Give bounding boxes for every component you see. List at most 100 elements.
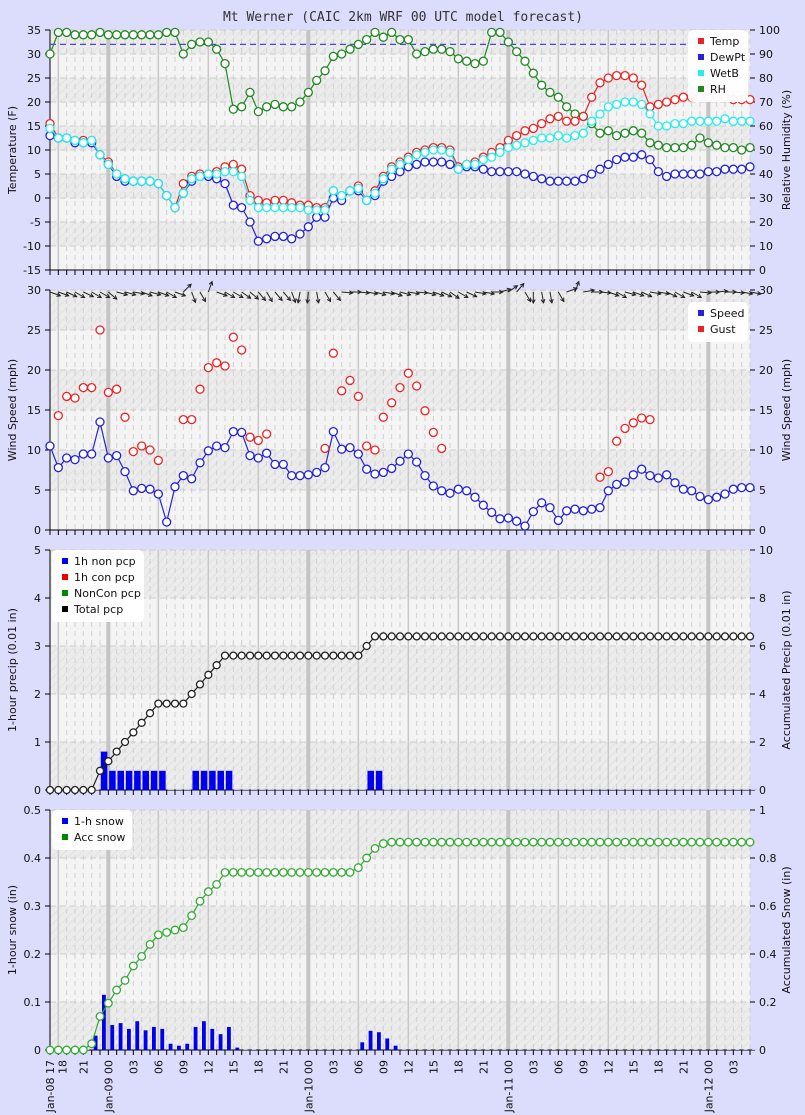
wind-arrow-icon (608, 291, 619, 297)
wind-arrow-icon (174, 291, 186, 297)
marker-temp (595, 78, 605, 88)
marker-acc-snow (578, 837, 588, 847)
marker-speed (662, 470, 672, 480)
band (50, 222, 750, 246)
marker-acc-snow (453, 837, 463, 847)
marker-speed (487, 507, 497, 518)
marker-rh (378, 32, 388, 42)
legend-label: NonCon pcp (74, 587, 141, 600)
y-axis-label-right: Wind Speed (mph) (780, 359, 793, 461)
marker-temp (178, 178, 188, 189)
marker-total-pcp (212, 661, 221, 670)
precip-bar (525, 789, 533, 790)
wind-arrow-icon (683, 291, 694, 297)
marker-dewpt (553, 176, 563, 186)
y-tick-label: 20 (27, 364, 41, 377)
marker-gust (620, 423, 630, 434)
marker-speed (103, 453, 113, 463)
wind-arrowhead-icon (614, 292, 620, 297)
precip-bar (650, 789, 658, 790)
marker-speed (678, 484, 688, 494)
marker-wetb (437, 145, 447, 155)
marker-wetb (287, 202, 297, 213)
marker-dewpt (728, 164, 738, 174)
marker-dewpt (620, 152, 630, 162)
marker-speed (87, 449, 97, 459)
marker-speed (603, 486, 613, 496)
marker-dewpt (712, 166, 722, 177)
marker-gust (112, 384, 122, 394)
y-tick-label-right: 100 (759, 24, 780, 37)
marker-acc-snow (512, 837, 522, 847)
y-tick-label-right: 50 (759, 144, 773, 157)
marker-acc-snow (387, 837, 397, 847)
precip-bar (142, 770, 149, 790)
wind-arrowhead-icon (222, 292, 228, 297)
marker-rh (370, 27, 380, 38)
marker-total-pcp (445, 632, 455, 641)
legend-label: Speed (710, 307, 744, 320)
precip-bar (300, 789, 308, 790)
snow-bar (402, 1049, 406, 1050)
snow-bar (435, 1049, 440, 1050)
snow-bar (235, 1047, 240, 1050)
legend-swatch (62, 834, 68, 840)
marker-speed (53, 462, 63, 473)
marker-wetb (262, 202, 272, 213)
legend-swatch (698, 326, 704, 332)
y-tick-label-right: 40 (759, 168, 773, 181)
marker-temp (578, 111, 588, 122)
marker-rh (312, 75, 322, 86)
marker-speed (645, 470, 655, 481)
snow-bar (502, 1049, 506, 1050)
marker-total-pcp (487, 632, 496, 641)
wind-arrow-icon (282, 291, 291, 301)
legend-label: DewPt (710, 51, 746, 64)
precip-bar (400, 789, 408, 790)
marker-acc-snow (362, 853, 372, 863)
marker-acc-snow (595, 837, 605, 847)
wind-arrowhead-icon (672, 293, 678, 298)
marker-speed (353, 449, 363, 459)
snow-bar (660, 1049, 665, 1050)
marker-wetb (295, 202, 305, 213)
wind-arrow-icon (83, 291, 94, 298)
wind-arrow-icon (383, 291, 395, 295)
marker-total-pcp (745, 632, 755, 641)
precip-bar (359, 789, 366, 790)
marker-rh (253, 106, 263, 117)
marker-gust (637, 413, 647, 423)
marker-wetb (228, 166, 238, 177)
marker-speed (503, 513, 513, 523)
precip-bar (617, 789, 624, 790)
wind-arrowhead-icon (540, 298, 546, 304)
marker-rh (720, 142, 730, 153)
marker-dewpt (545, 176, 555, 186)
legend-label: Temp (709, 35, 739, 48)
marker-total-pcp (637, 632, 646, 641)
snow-bar (127, 1028, 131, 1050)
marker-dewpt (503, 166, 513, 177)
marker-acc-snow (278, 867, 288, 877)
legend (688, 30, 748, 102)
marker-total-pcp (404, 632, 413, 641)
y-tick-label-right: 0 (759, 524, 766, 537)
marker-speed (528, 506, 538, 517)
y-tick-label: 30 (27, 48, 41, 61)
y-tick-label: -5 (30, 216, 41, 229)
marker-acc-snow (178, 923, 188, 933)
precip-bar (592, 789, 599, 790)
precip-bar (750, 789, 758, 790)
precip-bar (667, 789, 674, 790)
wind-arrowhead-icon (208, 280, 214, 286)
marker-total-pcp (704, 632, 713, 641)
marker-acc-snow (237, 867, 247, 877)
precip-bar (559, 789, 566, 790)
marker-wetb (370, 188, 380, 198)
marker-gust (320, 443, 330, 454)
precip-bar (425, 789, 433, 790)
marker-speed (520, 521, 530, 531)
marker-total-pcp (429, 632, 438, 641)
marker-wetb (428, 145, 438, 155)
